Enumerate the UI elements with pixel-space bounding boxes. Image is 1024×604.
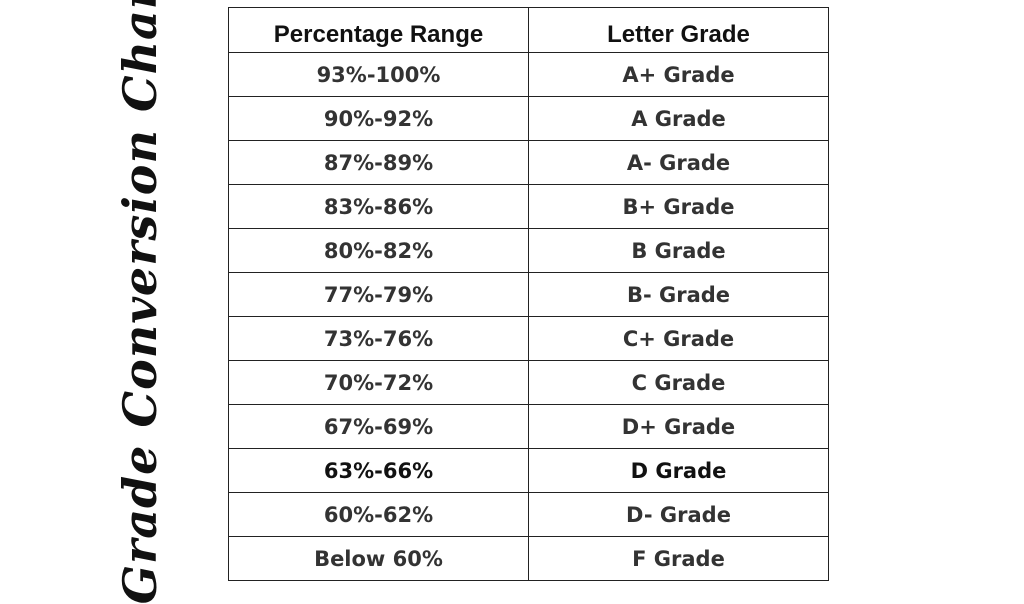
letter-grade-cell: A- Grade xyxy=(528,140,829,185)
table-row: 87%-89% A- Grade xyxy=(228,140,829,185)
letter-grade-cell: A Grade xyxy=(528,96,829,141)
table-row: Below 60% F Grade xyxy=(228,536,829,581)
percentage-range-cell: 83%-86% xyxy=(228,184,529,229)
letter-grade-cell: B Grade xyxy=(528,228,829,273)
letter-grade-cell: C Grade xyxy=(528,360,829,405)
table-row: 60%-62% D- Grade xyxy=(228,492,829,537)
percentage-range-cell: 80%-82% xyxy=(228,228,529,273)
header-letter-grade: Letter Grade xyxy=(528,7,829,53)
percentage-range-cell: 90%-92% xyxy=(228,96,529,141)
letter-grade-cell: F Grade xyxy=(528,536,829,581)
table-row: 93%-100% A+ Grade xyxy=(228,52,829,97)
percentage-range-cell: 77%-79% xyxy=(228,272,529,317)
chart-title: Grade Conversion Chart xyxy=(113,0,167,604)
table-row: 70%-72% C Grade xyxy=(228,360,829,405)
letter-grade-cell: B- Grade xyxy=(528,272,829,317)
letter-grade-cell: C+ Grade xyxy=(528,316,829,361)
letter-grade-cell: B+ Grade xyxy=(528,184,829,229)
percentage-range-cell: 73%-76% xyxy=(228,316,529,361)
percentage-range-cell: 87%-89% xyxy=(228,140,529,185)
table-row: 77%-79% B- Grade xyxy=(228,272,829,317)
percentage-range-cell: 67%-69% xyxy=(228,404,529,449)
table-row: 73%-76% C+ Grade xyxy=(228,316,829,361)
percentage-range-cell: 70%-72% xyxy=(228,360,529,405)
letter-grade-cell: A+ Grade xyxy=(528,52,829,97)
letter-grade-cell: D Grade xyxy=(528,448,829,493)
letter-grade-cell: D+ Grade xyxy=(528,404,829,449)
grade-conversion-table: Percentage Range Letter Grade 93%-100% A… xyxy=(228,7,829,581)
percentage-range-cell: 93%-100% xyxy=(228,52,529,97)
table-row: 80%-82% B Grade xyxy=(228,228,829,273)
table-row: 83%-86% B+ Grade xyxy=(228,184,829,229)
letter-grade-cell: D- Grade xyxy=(528,492,829,537)
percentage-range-cell: Below 60% xyxy=(228,536,529,581)
table-header-row: Percentage Range Letter Grade xyxy=(228,7,829,53)
header-percentage-range: Percentage Range xyxy=(228,7,529,53)
table-row: 67%-69% D+ Grade xyxy=(228,404,829,449)
percentage-range-cell: 60%-62% xyxy=(228,492,529,537)
table-row: 90%-92% A Grade xyxy=(228,96,829,141)
percentage-range-cell: 63%-66% xyxy=(228,448,529,493)
table-row: 63%-66% D Grade xyxy=(228,448,829,493)
